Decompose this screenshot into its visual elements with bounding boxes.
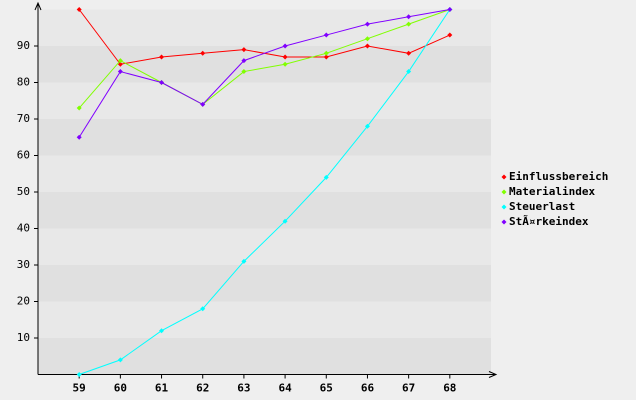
y-tick-label: 40 — [17, 222, 30, 235]
y-tick-label: 60 — [17, 149, 30, 162]
point — [282, 43, 288, 49]
grid-band — [38, 119, 491, 156]
x-axis-arrow — [488, 371, 498, 378]
point — [241, 258, 247, 264]
x-tick-label: 63 — [237, 382, 250, 395]
legend-marker — [501, 174, 507, 180]
point — [76, 134, 82, 140]
point — [364, 123, 370, 129]
point — [117, 58, 123, 64]
point — [364, 21, 370, 27]
point — [323, 32, 329, 38]
x-tick-label: 60 — [114, 382, 127, 395]
point — [76, 7, 82, 12]
x-tick-label: 65 — [320, 382, 333, 395]
x-tick-label: 67 — [402, 382, 415, 395]
y-tick-label: 30 — [17, 258, 30, 271]
legend-marker — [501, 204, 507, 210]
series-line — [78, 9, 450, 109]
point — [282, 61, 288, 67]
grid-band — [38, 9, 491, 46]
point — [406, 14, 412, 20]
point — [282, 54, 288, 60]
point — [447, 32, 453, 38]
point — [200, 306, 206, 312]
grid-band — [38, 155, 491, 192]
series-line — [79, 9, 451, 375]
point — [447, 7, 453, 12]
x-tick-label: 62 — [196, 382, 209, 395]
y-tick-label: 80 — [17, 76, 30, 89]
legend-marker — [501, 219, 507, 225]
grid-band — [38, 192, 491, 229]
grid-band — [38, 301, 491, 338]
point — [406, 50, 412, 56]
point — [323, 50, 329, 56]
point — [117, 61, 123, 67]
x-tick-label: 59 — [73, 382, 86, 395]
legend-marker — [501, 189, 507, 195]
y-axis-arrow — [34, 1, 42, 11]
point — [117, 357, 123, 363]
legend-label: Materialindex — [509, 185, 595, 198]
x-tick-label: 66 — [361, 382, 375, 395]
point — [117, 69, 123, 75]
point — [364, 43, 370, 49]
point — [159, 80, 165, 85]
x-tick-label: 64 — [278, 382, 292, 395]
point — [364, 36, 370, 42]
point — [76, 372, 82, 377]
point — [323, 54, 329, 60]
legend-label: Steuerlast — [509, 200, 575, 213]
x-tick-label: 61 — [155, 382, 169, 395]
point — [200, 101, 206, 107]
point — [241, 69, 247, 75]
y-tick-label: 20 — [17, 295, 30, 308]
legend-label: StÃ¤rkeindex — [509, 215, 589, 228]
grid-band — [38, 265, 491, 302]
grid-band — [38, 82, 491, 119]
x-tick-label: 68 — [443, 382, 456, 395]
y-tick-label: 90 — [17, 39, 30, 52]
point — [406, 21, 412, 27]
point — [159, 54, 165, 60]
point — [76, 105, 82, 111]
point — [200, 50, 206, 56]
grid-band — [38, 338, 491, 375]
y-tick-label: 10 — [17, 331, 30, 344]
point — [282, 218, 288, 224]
y-tick-label: 70 — [17, 112, 30, 125]
grid-band — [38, 46, 491, 83]
legend-label: Einflussbereich — [509, 170, 608, 183]
point — [241, 58, 247, 64]
point — [159, 328, 165, 334]
point — [406, 69, 412, 75]
grid-band — [38, 228, 491, 265]
y-tick-label: 50 — [17, 185, 30, 198]
point — [241, 47, 247, 53]
point — [323, 174, 329, 180]
series-line — [78, 9, 450, 138]
